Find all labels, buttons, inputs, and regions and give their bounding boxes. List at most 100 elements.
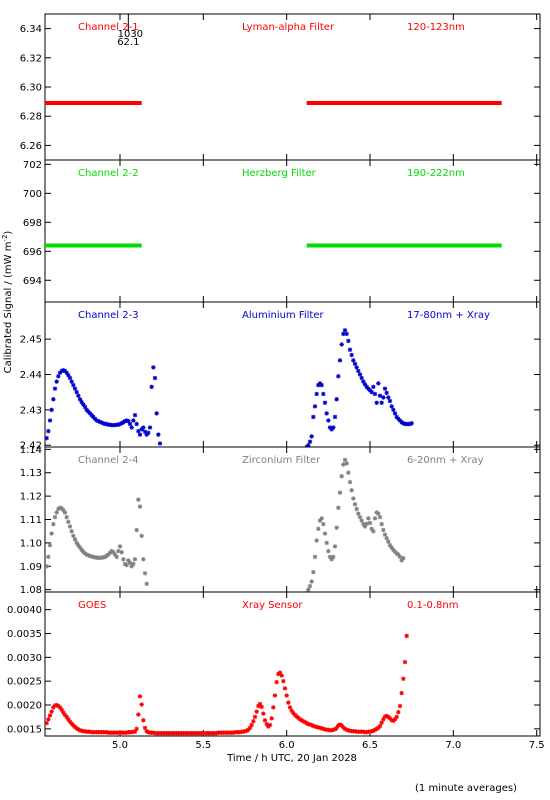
data-point xyxy=(79,547,84,553)
y-tick-label: 0.0025 xyxy=(7,677,42,688)
data-point xyxy=(336,723,341,728)
data-point xyxy=(122,418,128,424)
data-point xyxy=(337,722,343,727)
data-point xyxy=(66,373,71,378)
data-point xyxy=(389,545,394,550)
data-point xyxy=(144,432,149,437)
data-point xyxy=(322,531,328,536)
data-point xyxy=(384,713,389,719)
data-point xyxy=(396,416,401,421)
data-point xyxy=(62,510,68,515)
data-point xyxy=(247,725,253,731)
data-point xyxy=(321,521,326,527)
data-point xyxy=(376,511,381,516)
data-point xyxy=(362,524,368,529)
data-point xyxy=(314,391,319,397)
data-point xyxy=(134,527,139,533)
data-point xyxy=(45,435,49,441)
data-point xyxy=(132,412,138,418)
data-point xyxy=(381,395,386,400)
data-point xyxy=(92,416,98,421)
data-point xyxy=(264,721,269,727)
data-point xyxy=(356,511,361,516)
data-point xyxy=(272,693,278,698)
data-point xyxy=(382,532,388,537)
panel-channel-label: GOES xyxy=(78,600,106,611)
data-point xyxy=(57,705,63,710)
data-point xyxy=(69,721,74,726)
data-point xyxy=(376,725,381,731)
data-point xyxy=(152,375,158,381)
data-point xyxy=(71,533,76,539)
panel-filter-label: Herzberg Filter xyxy=(242,168,317,179)
panel-frame xyxy=(44,446,541,593)
data-point xyxy=(316,382,321,388)
y-tick-label: 0.0020 xyxy=(7,701,42,712)
data-point xyxy=(372,727,378,733)
data-point xyxy=(67,524,73,529)
data-point xyxy=(347,479,353,485)
data-point xyxy=(364,384,369,390)
data-point xyxy=(287,705,293,710)
data-point xyxy=(116,548,121,554)
data-point xyxy=(307,583,313,589)
data-point xyxy=(284,693,289,698)
data-point xyxy=(344,461,349,466)
y-tick-label: 2.45 xyxy=(20,335,42,346)
x-tick-label: 7.5 xyxy=(529,740,545,751)
data-point xyxy=(361,379,366,384)
data-point xyxy=(281,678,286,684)
data-point xyxy=(397,418,403,423)
data-point xyxy=(141,557,146,562)
data-point xyxy=(339,474,344,479)
y-tick-label: 1.14 xyxy=(20,445,42,456)
data-point xyxy=(399,558,404,563)
data-point xyxy=(312,404,318,409)
data-point xyxy=(142,725,148,731)
data-point xyxy=(246,727,251,733)
y-tick-label: 1.12 xyxy=(20,492,42,503)
data-point xyxy=(339,723,344,728)
data-point xyxy=(129,564,134,569)
data-point xyxy=(407,421,413,427)
data-point xyxy=(377,393,383,398)
data-point xyxy=(64,714,69,720)
y-tick-label: 0.0015 xyxy=(7,724,42,735)
data-point xyxy=(317,518,323,523)
data-point xyxy=(356,368,361,374)
panel-5: 0.0015 0.0020 0.0025 0.0030 0.0035 0.0040 GOES… xyxy=(7,591,541,737)
data-point xyxy=(46,717,51,722)
data-point xyxy=(327,425,333,430)
data-point xyxy=(142,571,148,576)
y-tick-label: 6.32 xyxy=(20,53,42,64)
data-point xyxy=(77,397,83,402)
data-point xyxy=(46,554,51,560)
data-point xyxy=(331,425,336,430)
data-point xyxy=(274,679,279,685)
data-point xyxy=(139,427,144,432)
y-tick-label: 2.44 xyxy=(20,370,42,381)
data-point xyxy=(107,550,113,555)
data-point xyxy=(256,703,261,709)
data-point xyxy=(136,712,141,717)
data-point xyxy=(141,718,146,723)
data-point xyxy=(61,710,66,715)
data-point xyxy=(301,719,306,724)
data-point xyxy=(334,525,339,530)
y-tick-label: 1.09 xyxy=(20,562,42,573)
data-point xyxy=(72,537,78,542)
data-point xyxy=(277,670,283,675)
data-point xyxy=(86,553,91,558)
data-point xyxy=(392,549,398,554)
data-point xyxy=(61,368,66,373)
data-point xyxy=(342,457,348,463)
data-point xyxy=(254,709,259,714)
data-point xyxy=(46,428,51,434)
data-point xyxy=(76,727,81,732)
data-point xyxy=(337,490,343,495)
data-point xyxy=(367,520,373,526)
data-point xyxy=(77,545,83,550)
data-point xyxy=(261,711,266,716)
data-point xyxy=(144,581,149,587)
data-point xyxy=(84,407,89,413)
